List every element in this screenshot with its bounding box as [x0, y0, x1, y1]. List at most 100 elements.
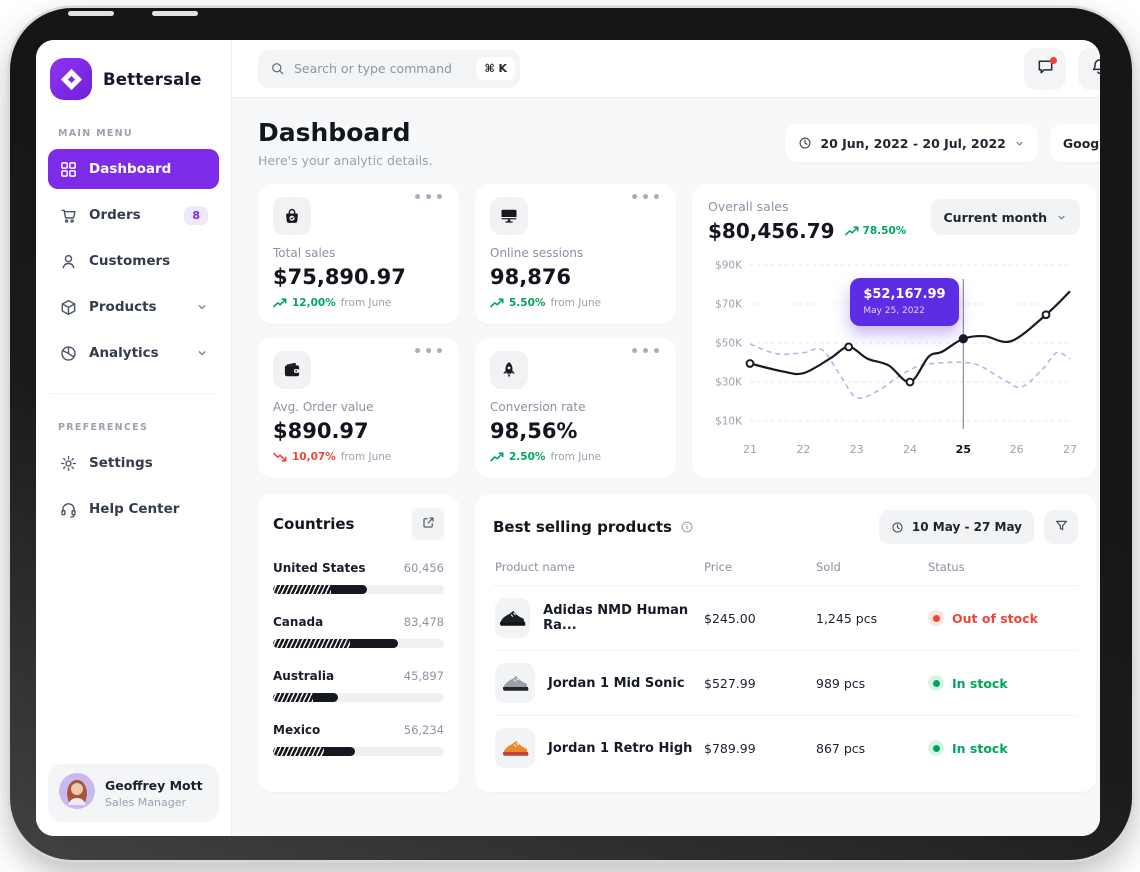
svg-text:22: 22	[796, 443, 810, 456]
sidebar-item-orders[interactable]: Orders 8	[48, 195, 219, 235]
svg-text:27: 27	[1063, 443, 1077, 456]
chart-tooltip: $52,167.99 May 25, 2022	[850, 277, 959, 326]
stat-delta: 10,07% from June	[273, 451, 444, 463]
overall-sales-delta: 78.50%	[844, 225, 906, 237]
more-options-button[interactable]: •••	[413, 190, 446, 206]
user-role: Sales Manager	[105, 795, 186, 809]
country-row-mexico: Mexico 56,234	[273, 723, 444, 756]
chevron-down-icon	[1056, 212, 1067, 223]
product-thumbnail	[495, 663, 535, 703]
clock-icon	[891, 521, 904, 534]
main-menu-label: MAIN MENU	[58, 128, 133, 139]
brand-logo[interactable]: Bettersale	[48, 54, 219, 100]
page-subtitle: Here's your analytic details.	[258, 153, 433, 168]
stat-label: Avg. Order value	[273, 400, 374, 414]
user-name: Geoffrey Mott	[105, 777, 203, 793]
product-row-jordan-1-mid-sonic[interactable]: Jordan 1 Mid Sonic $527.99 989 pcs In stock	[493, 651, 1078, 716]
user-card[interactable]: Geoffrey Mott Sales Manager	[48, 764, 219, 822]
sidebar-item-analytics[interactable]: Analytics	[48, 333, 219, 373]
preferences-label: PREFERENCES	[58, 422, 149, 433]
search-placeholder: Search or type command	[294, 61, 452, 76]
sidebar-item-label: Help Center	[89, 501, 180, 517]
svg-text:25: 25	[956, 443, 971, 456]
chevron-down-icon	[196, 347, 208, 359]
country-progress-bar	[273, 585, 444, 594]
product-sold: 867 pcs	[816, 740, 866, 756]
sidebar-item-label: Orders	[89, 207, 141, 223]
chevron-down-icon	[1014, 138, 1025, 149]
source-selector[interactable]: Google	[1049, 124, 1100, 162]
sidebar-item-label: Products	[89, 299, 157, 315]
countries-title: Countries	[273, 515, 355, 533]
country-row-australia: Australia 45,897	[273, 669, 444, 702]
countries-expand-button[interactable]	[412, 508, 444, 540]
product-thumbnail	[495, 728, 535, 768]
search-input[interactable]: Search or type command ⌘ K	[258, 49, 520, 88]
sidebar-item-help-center[interactable]: Help Center	[48, 489, 219, 529]
filter-button[interactable]	[1044, 510, 1078, 544]
monitor-icon	[490, 197, 528, 235]
stat-card-total-sales: ••• Total sales $75,890.97 12,00% from June	[258, 184, 459, 324]
product-price: $245.00	[704, 610, 756, 626]
country-name: Australia	[273, 669, 335, 683]
topbar-actions	[1024, 47, 1100, 90]
volume-button	[152, 11, 198, 16]
stat-label: Online sessions	[490, 246, 584, 260]
sidebar-item-customers[interactable]: Customers	[48, 241, 219, 281]
trend-up-icon	[273, 298, 287, 308]
trend-down-icon	[273, 452, 287, 462]
notification-dot	[1050, 56, 1057, 64]
stat-card-avg-order-value: ••• Avg. Order value $890.97 10,07% from Jun…	[258, 338, 459, 478]
product-name: Jordan 1 Mid Sonic	[548, 675, 685, 691]
svg-text:$10K: $10K	[715, 416, 743, 428]
avatar	[59, 773, 95, 813]
column-header-price: Price	[704, 560, 733, 574]
cart-icon	[59, 206, 78, 225]
status-badge: In stock	[928, 675, 1076, 691]
box-icon	[59, 298, 78, 317]
more-options-button[interactable]: •••	[413, 344, 446, 360]
svg-text:$30K: $30K	[715, 377, 743, 389]
chart-range-selector[interactable]: Current month	[930, 199, 1080, 235]
svg-text:26: 26	[1010, 443, 1024, 456]
svg-text:$50K: $50K	[715, 338, 743, 350]
product-row-jordan-1-retro-high[interactable]: Jordan 1 Retro High $789.99 867 pcs In stoc…	[493, 716, 1078, 780]
page-title: Dashboard	[258, 118, 411, 147]
source-value: Google	[1062, 135, 1100, 151]
more-options-button[interactable]: •••	[630, 344, 663, 360]
stats-grid: ••• Total sales $75,890.97 12,00% from June •…	[258, 184, 676, 478]
chart-range-value: Current month	[943, 209, 1048, 225]
sidebar-item-dashboard[interactable]: Dashboard	[48, 149, 219, 189]
svg-text:$90K: $90K	[715, 260, 743, 272]
date-range-value: 20 Jun, 2022 - 20 Jul, 2022	[820, 135, 1006, 151]
countries-list: United States 60,456 Canada 83,478 Australia…	[273, 561, 444, 756]
keyboard-shortcut-badge: ⌘ K	[476, 57, 515, 80]
overall-sales-value: $80,456.79	[708, 219, 835, 243]
status-badge: Out of stock	[928, 610, 1076, 626]
more-options-button[interactable]: •••	[630, 190, 663, 206]
product-price: $789.99	[704, 740, 756, 756]
users-icon	[59, 252, 78, 271]
brand-logo-icon	[50, 58, 92, 100]
product-row-adidas-nmd-human-ra-[interactable]: Adidas NMD Human Ra... $245.00 1,245 pcs Ou…	[493, 586, 1078, 651]
stat-delta: 2.50% from June	[490, 451, 661, 463]
country-progress-bar	[273, 693, 444, 702]
date-range-picker[interactable]: 20 Jun, 2022 - 20 Jul, 2022	[785, 124, 1038, 162]
messages-button[interactable]	[1024, 47, 1066, 90]
product-thumbnail	[495, 598, 531, 638]
sidebar-item-products[interactable]: Products	[48, 287, 219, 327]
products-date-range[interactable]: 10 May - 27 May	[878, 510, 1034, 544]
notifications-button[interactable]	[1078, 47, 1100, 90]
main-area: Search or type command ⌘ K Dashboard Her…	[232, 40, 1100, 836]
column-header-sold: Sold	[816, 560, 841, 574]
stat-card-online-sessions: ••• Online sessions 98,876 5.50% from June	[475, 184, 676, 324]
sidebar-item-settings[interactable]: Settings	[48, 443, 219, 483]
trend-up-icon	[490, 298, 504, 308]
bag-icon	[273, 197, 311, 235]
sales-chart[interactable]: $52,167.99 May 25, 2022 $90K $70K $50K $30K…	[708, 249, 1080, 467]
table-header: Product name Price Sold Status	[493, 544, 1078, 586]
product-name: Jordan 1 Retro High	[548, 740, 693, 756]
external-link-icon	[421, 515, 436, 534]
country-row-united-states: United States 60,456	[273, 561, 444, 594]
funnel-icon	[1054, 518, 1069, 537]
